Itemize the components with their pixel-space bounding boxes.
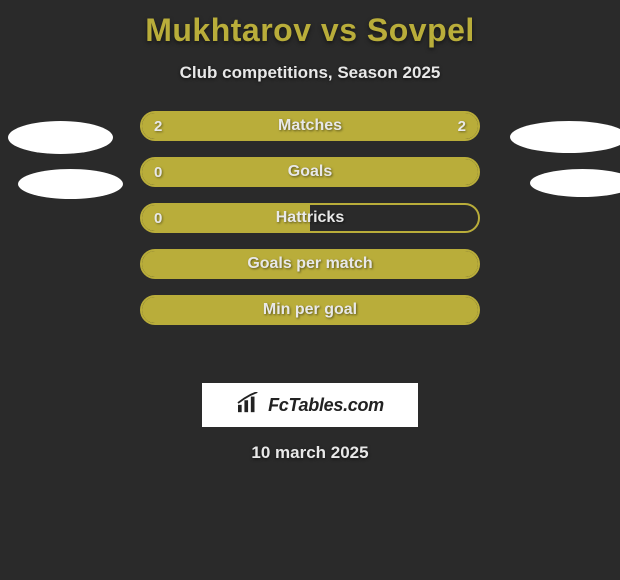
page-title: Mukhtarov vs Sovpel <box>0 0 620 49</box>
stat-row-matches: 2 2 Matches <box>140 111 480 141</box>
subtitle: Club competitions, Season 2025 <box>0 63 620 83</box>
stat-row-goals-per-match: Goals per match <box>140 249 480 279</box>
stat-row-goals: 0 Goals <box>140 157 480 187</box>
bar-fill-right <box>310 113 478 139</box>
player-left-avatar <box>8 121 113 154</box>
brand-badge: FcTables.com <box>202 383 418 427</box>
player-left-shadow <box>18 169 123 199</box>
bar-fill-left <box>142 297 478 323</box>
brand-text: FcTables.com <box>268 395 384 416</box>
brand-chart-icon <box>236 392 262 419</box>
stat-bars: 2 2 Matches 0 Goals 0 Hattricks Goals pe… <box>140 111 480 341</box>
player-right-avatar <box>510 121 620 153</box>
bar-fill-left <box>142 113 310 139</box>
bar-fill-left <box>142 205 310 231</box>
bar-fill-left <box>142 251 478 277</box>
stat-row-hattricks: 0 Hattricks <box>140 203 480 233</box>
bar-fill-left <box>142 159 478 185</box>
date-label: 10 march 2025 <box>0 443 620 463</box>
stat-row-min-per-goal: Min per goal <box>140 295 480 325</box>
comparison-stage: 2 2 Matches 0 Goals 0 Hattricks Goals pe… <box>0 111 620 371</box>
stat-value-right <box>454 205 478 231</box>
player-right-shadow <box>530 169 620 197</box>
